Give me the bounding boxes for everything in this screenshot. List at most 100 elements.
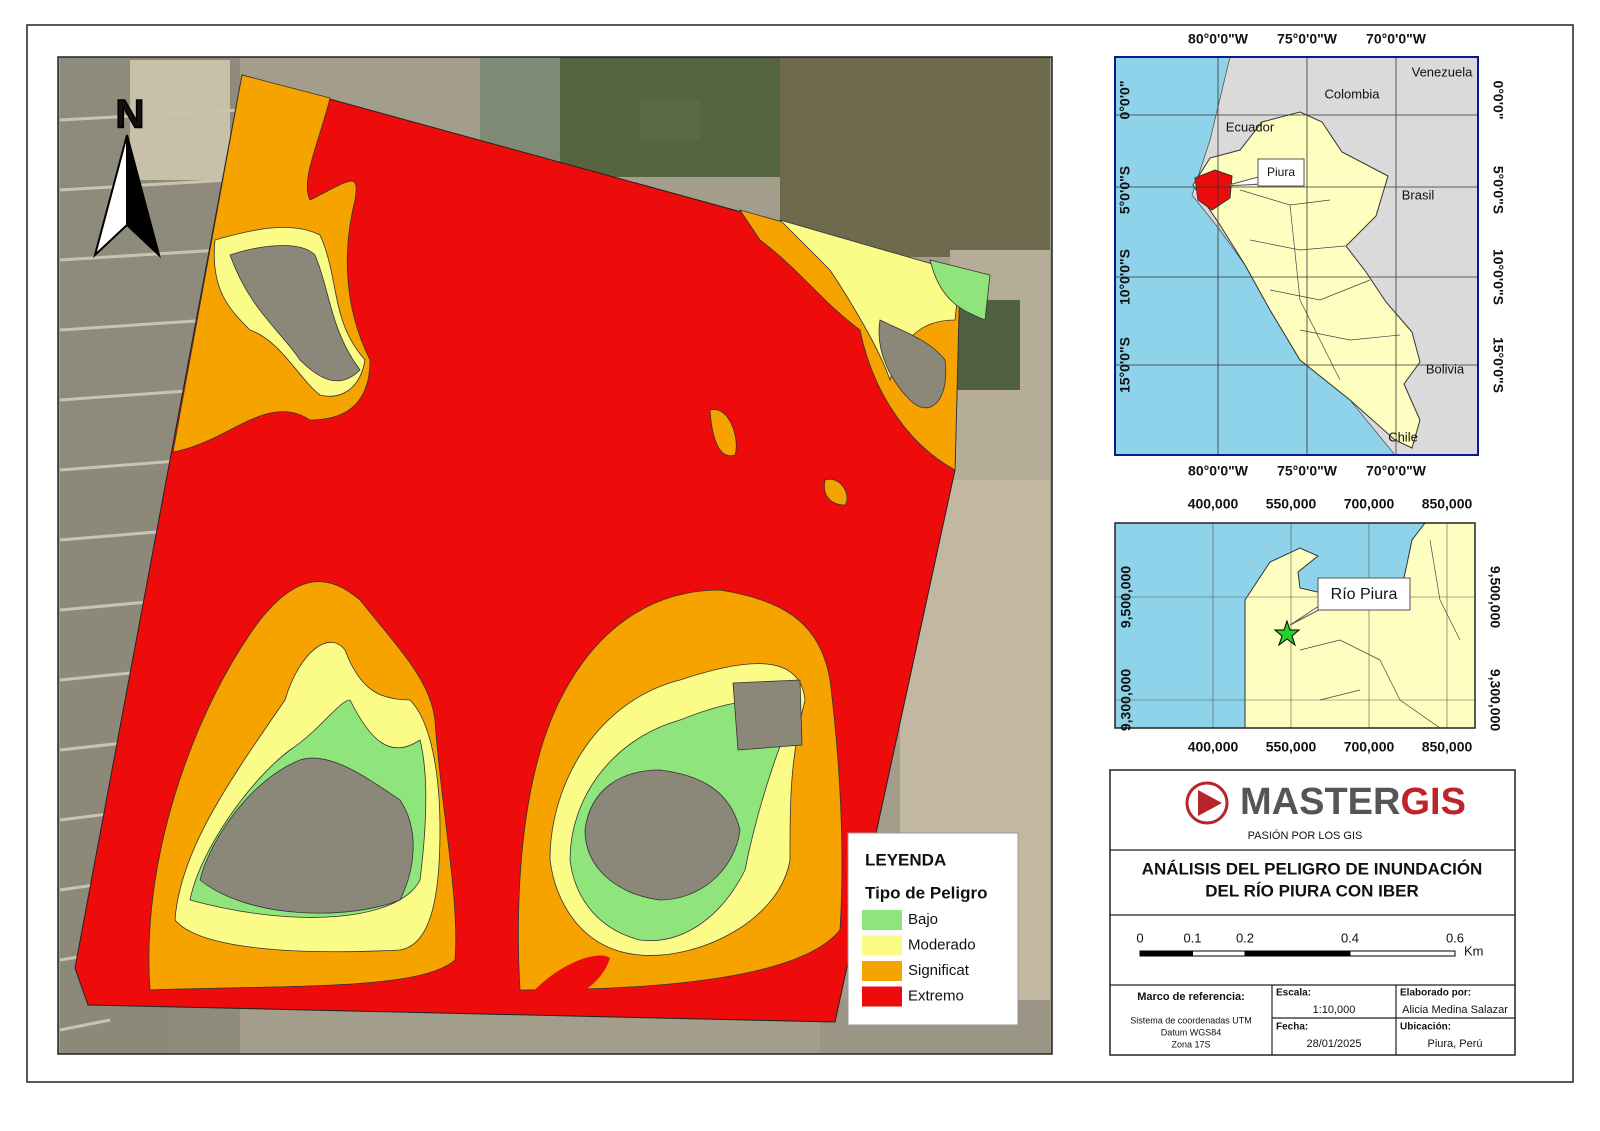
north-arrow: N <box>93 92 161 259</box>
country-label: Colombia <box>1325 86 1381 101</box>
field-value: 1:10,000 <box>1313 1004 1356 1016</box>
easting-label: 850,000 <box>1422 739 1473 755</box>
lat-label: 5°0'0"S <box>1117 166 1133 214</box>
legend-swatch <box>862 935 902 956</box>
field-heading: Escala: <box>1276 988 1311 999</box>
northing-label: 9,300,000 <box>1487 669 1503 731</box>
main-map: N LEYENDA Tipo de Peligro Bajo Moderado Signi… <box>58 57 1052 1054</box>
unflooded-area <box>878 319 947 409</box>
country-label: Brasil <box>1402 187 1435 202</box>
field-heading: Elaborado por: <box>1400 988 1471 999</box>
scale-segment <box>1349 950 1456 957</box>
easting-label: 550,000 <box>1266 739 1317 755</box>
region-label: Piura <box>1267 165 1295 179</box>
country-label: Ecuador <box>1226 119 1275 134</box>
legend-label: Significat <box>908 962 970 979</box>
satellite-texture <box>130 60 230 180</box>
country-label: Bolivia <box>1426 361 1465 376</box>
title-frame <box>1109 769 1516 1056</box>
country-label: Venezuela <box>1412 64 1473 79</box>
easting-label: 850,000 <box>1422 496 1473 512</box>
scale-label: 0.2 <box>1236 930 1254 945</box>
logo-globe <box>1185 781 1229 825</box>
lon-label: 80°0'0"W <box>1188 31 1249 47</box>
northing-label: 9,300,000 <box>1118 669 1134 731</box>
title-block: MASTERGIS PASIÓN POR LOS GIS ANÁLISIS DEL … <box>1109 769 1516 1056</box>
piura-region <box>1194 169 1233 211</box>
region-border <box>1269 279 1371 301</box>
legend-label: Extremo <box>908 987 964 1004</box>
legend-swatch <box>862 986 902 1007</box>
logo-main: MASTER <box>1240 781 1400 823</box>
lat-label: 10°0'0"S <box>1117 249 1133 305</box>
road <box>59 318 211 332</box>
easting-label: 700,000 <box>1344 496 1395 512</box>
legend-subtitle: Tipo de Peligro <box>865 883 987 902</box>
region-border <box>1299 639 1381 661</box>
hazard-zone <box>709 409 737 457</box>
inset-utm-body: Río Piura <box>1115 523 1475 728</box>
satellite-texture <box>780 57 1050 257</box>
unflooded-area <box>229 245 361 382</box>
logo-slogan: PASIÓN POR LOS GIS <box>1248 829 1363 842</box>
unflooded-area <box>732 679 803 751</box>
hazard-zone <box>779 219 961 382</box>
lat-label: 15°0'0"S <box>1117 337 1133 393</box>
scale-segment <box>1139 950 1193 957</box>
legend-swatch <box>862 961 902 981</box>
unflooded-area <box>584 769 741 901</box>
north-label: N <box>116 93 145 137</box>
hazard-zone <box>929 259 991 321</box>
north-arrow-right <box>126 134 161 259</box>
lat-label: 0°0'0" <box>1117 81 1133 120</box>
reference-heading: Marco de referencia: <box>1137 991 1245 1003</box>
legend-title: LEYENDA <box>865 850 946 869</box>
unflooded-area <box>199 757 414 914</box>
reference-line: Sistema de coordenadas UTM <box>1130 1015 1252 1025</box>
scale-unit: Km <box>1464 943 1484 958</box>
lon-label: 70°0'0"W <box>1366 31 1427 47</box>
scale-label: 0.1 <box>1183 930 1201 945</box>
region-border <box>1429 539 1461 641</box>
lat-label: 10°0'0"S <box>1490 249 1506 305</box>
field-value: 28/01/2025 <box>1306 1038 1361 1050</box>
field-value: Alicia Medina Salazar <box>1402 1004 1508 1016</box>
northing-label: 9,500,000 <box>1118 566 1134 628</box>
zone-extremo-patch <box>525 955 610 1003</box>
logo-mark <box>1198 790 1222 816</box>
hazard-zone <box>823 478 848 506</box>
country-label: Chile <box>1388 429 1418 444</box>
legend-swatch <box>862 910 902 930</box>
region-border <box>1319 689 1361 701</box>
callout-box <box>1257 158 1305 187</box>
road <box>59 178 231 192</box>
legend: LEYENDA Tipo de Peligro Bajo Moderado Signif… <box>847 832 1019 1026</box>
road <box>59 458 191 472</box>
field-heading: Fecha: <box>1276 1022 1308 1033</box>
easting-label: 400,000 <box>1188 496 1239 512</box>
main-frame <box>57 56 1053 1055</box>
reference-line: Datum WGS84 <box>1161 1027 1222 1037</box>
lon-label: 70°0'0"W <box>1366 463 1427 479</box>
callout-box <box>1317 577 1411 611</box>
field-heading: Ubicación: <box>1400 1022 1451 1033</box>
scale-label: 0 <box>1136 930 1143 945</box>
inset-frame <box>1114 522 1476 729</box>
inset-frame <box>1114 56 1479 456</box>
peru-land <box>1192 111 1421 449</box>
easting-label: 400,000 <box>1188 739 1239 755</box>
road <box>59 108 241 122</box>
logo-accent: GIS <box>1400 781 1465 823</box>
satellite-texture <box>640 100 700 140</box>
scale-segment <box>1192 950 1246 957</box>
location-star <box>1273 619 1301 647</box>
reference-line: Zona 17S <box>1171 1039 1210 1049</box>
location-label: Río Piura <box>1331 586 1398 603</box>
lat-label: 0°0'0" <box>1490 81 1506 120</box>
lat-label: 15°0'0"S <box>1490 337 1506 393</box>
inset-peru: Venezuela Colombia Ecuador Brasil Bolivia Chi… <box>1114 31 1506 479</box>
legend-label: Bajo <box>908 911 938 928</box>
